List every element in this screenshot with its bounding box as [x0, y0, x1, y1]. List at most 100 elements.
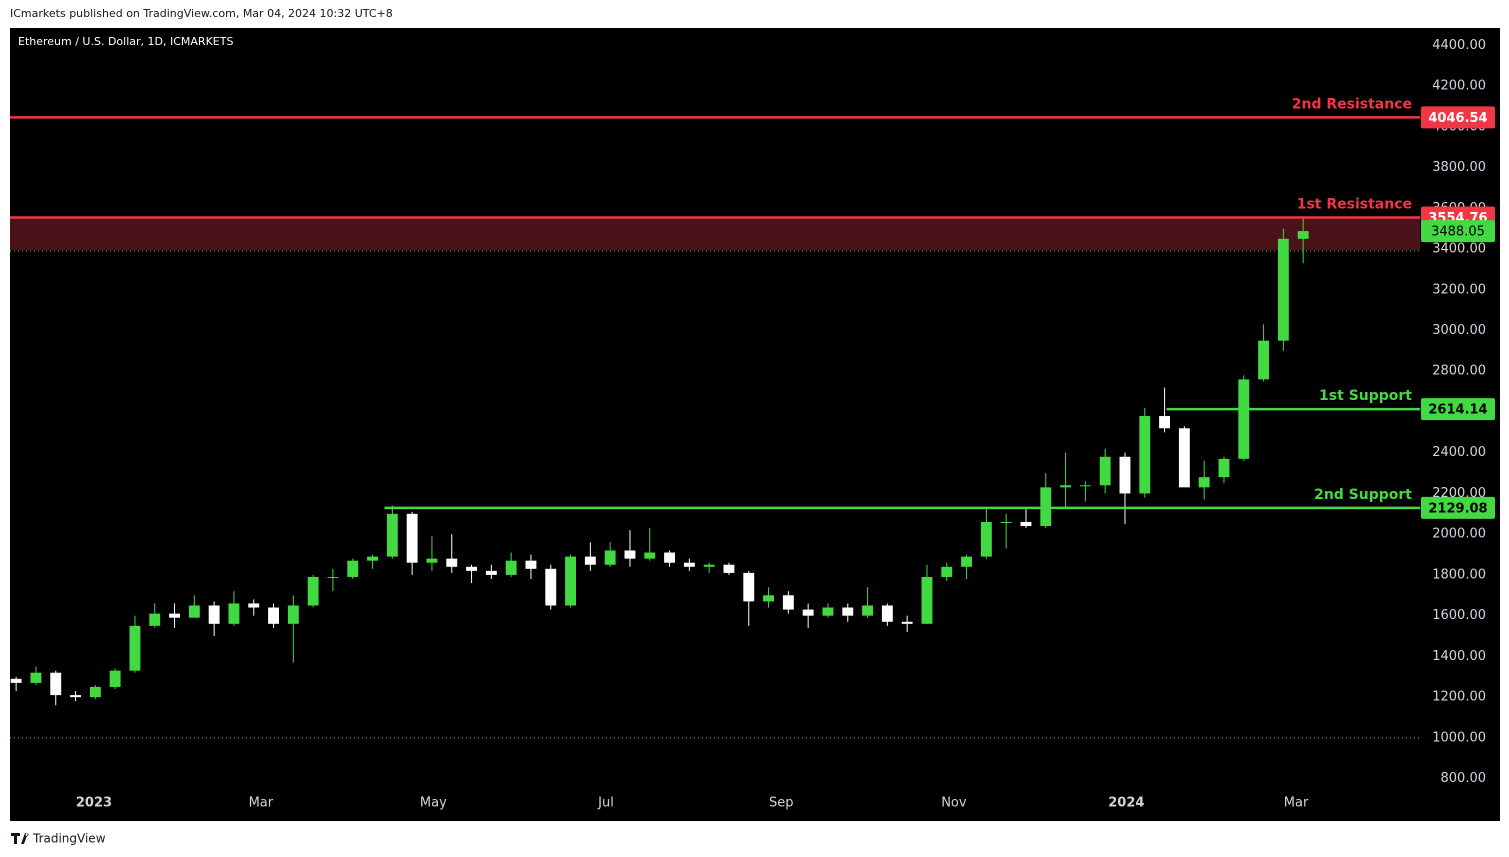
candle-body — [89, 686, 101, 698]
candle-body — [70, 695, 81, 698]
candle — [782, 591, 794, 614]
candle-body — [228, 603, 240, 624]
candle — [1238, 375, 1250, 461]
level-name: 2nd Support — [1314, 487, 1412, 503]
x-tick-label: May — [420, 796, 447, 811]
x-tick-label: Nov — [941, 796, 967, 811]
candle-body — [1079, 485, 1091, 487]
resistance-zone — [10, 217, 1420, 251]
candle-body — [287, 605, 299, 624]
candle — [664, 550, 676, 567]
candle — [1178, 426, 1190, 488]
candle-body — [1139, 416, 1151, 494]
y-tick-label: 2400.00 — [1432, 445, 1486, 460]
candle — [723, 562, 735, 575]
candle — [129, 615, 141, 673]
candle — [327, 568, 339, 592]
candle — [1297, 216, 1309, 264]
candle-body — [406, 513, 418, 563]
candle-body — [129, 625, 141, 671]
candle-body — [545, 568, 557, 606]
candle — [1258, 324, 1270, 382]
y-tick-label: 1600.00 — [1432, 608, 1486, 623]
candle — [1060, 452, 1072, 508]
candle — [525, 554, 537, 580]
y-tick-label: 4200.00 — [1432, 79, 1486, 94]
candle — [367, 554, 378, 569]
candle — [268, 603, 279, 628]
candle-body — [1060, 485, 1072, 488]
candle-body — [327, 576, 339, 578]
candle — [208, 601, 220, 637]
y-tick-label: 800.00 — [1441, 771, 1487, 786]
x-tick-label: 2023 — [76, 796, 112, 811]
candle-body — [664, 552, 676, 563]
candle — [763, 587, 775, 608]
candle — [50, 670, 62, 706]
candle-body — [1119, 456, 1131, 494]
candle-body — [961, 556, 973, 567]
candle — [149, 603, 161, 628]
candle-body — [842, 607, 854, 616]
candle-body — [505, 560, 517, 575]
y-tick-label: 3400.00 — [1432, 242, 1486, 257]
candle — [406, 511, 418, 575]
candle-body — [149, 613, 161, 626]
x-tick-label: Mar — [1284, 796, 1309, 811]
symbol-title: Ethereum / U.S. Dollar, 1D, ICMARKETS — [18, 35, 233, 48]
candle — [743, 570, 755, 626]
candle-body — [50, 672, 62, 696]
candle-body — [169, 613, 180, 618]
candle — [683, 558, 695, 571]
candle-body — [941, 566, 953, 577]
candle-body — [644, 552, 656, 559]
candle-body — [624, 550, 636, 559]
candle-body — [703, 564, 715, 567]
candle-body — [426, 558, 438, 563]
candle — [822, 603, 834, 618]
candle-body — [30, 672, 42, 683]
candle — [862, 587, 874, 618]
candle — [446, 534, 458, 573]
candle-body — [1178, 428, 1190, 488]
candle — [881, 603, 893, 626]
candle — [1277, 228, 1289, 351]
x-tick-label: Sep — [769, 796, 794, 811]
candle — [89, 684, 101, 700]
candle-body — [862, 605, 874, 616]
candle-body — [980, 521, 992, 557]
y-tick-label: 2800.00 — [1432, 364, 1486, 379]
candle — [901, 615, 913, 632]
candle — [565, 554, 576, 608]
candle-body — [1159, 416, 1171, 429]
candle — [30, 666, 42, 685]
candle-body — [584, 556, 596, 565]
candle — [1218, 456, 1230, 484]
candle-body — [782, 595, 794, 610]
candle-body — [1218, 458, 1230, 478]
tv-logo — [11, 833, 29, 844]
footer: TradingView — [32, 832, 106, 846]
candle — [604, 542, 616, 567]
candle — [842, 603, 854, 622]
candle — [485, 564, 497, 580]
candle-body — [367, 556, 378, 561]
candle — [1099, 448, 1111, 494]
candle-body — [485, 570, 497, 575]
y-tick-label: 2000.00 — [1432, 527, 1486, 542]
candle-body — [881, 605, 893, 622]
y-tick-label: 3200.00 — [1432, 282, 1486, 297]
level-price: 2614.14 — [1428, 403, 1487, 418]
candle — [1000, 513, 1012, 549]
y-tick-label: 1800.00 — [1432, 567, 1486, 582]
candle-body — [1258, 340, 1270, 380]
candle — [188, 595, 200, 618]
candle — [1020, 507, 1032, 529]
y-tick-label: 3000.00 — [1432, 323, 1486, 338]
candle — [644, 528, 656, 561]
logo-icon — [11, 833, 29, 844]
candle-body — [248, 603, 260, 608]
candle-body — [723, 564, 735, 573]
candle-body — [901, 621, 913, 624]
